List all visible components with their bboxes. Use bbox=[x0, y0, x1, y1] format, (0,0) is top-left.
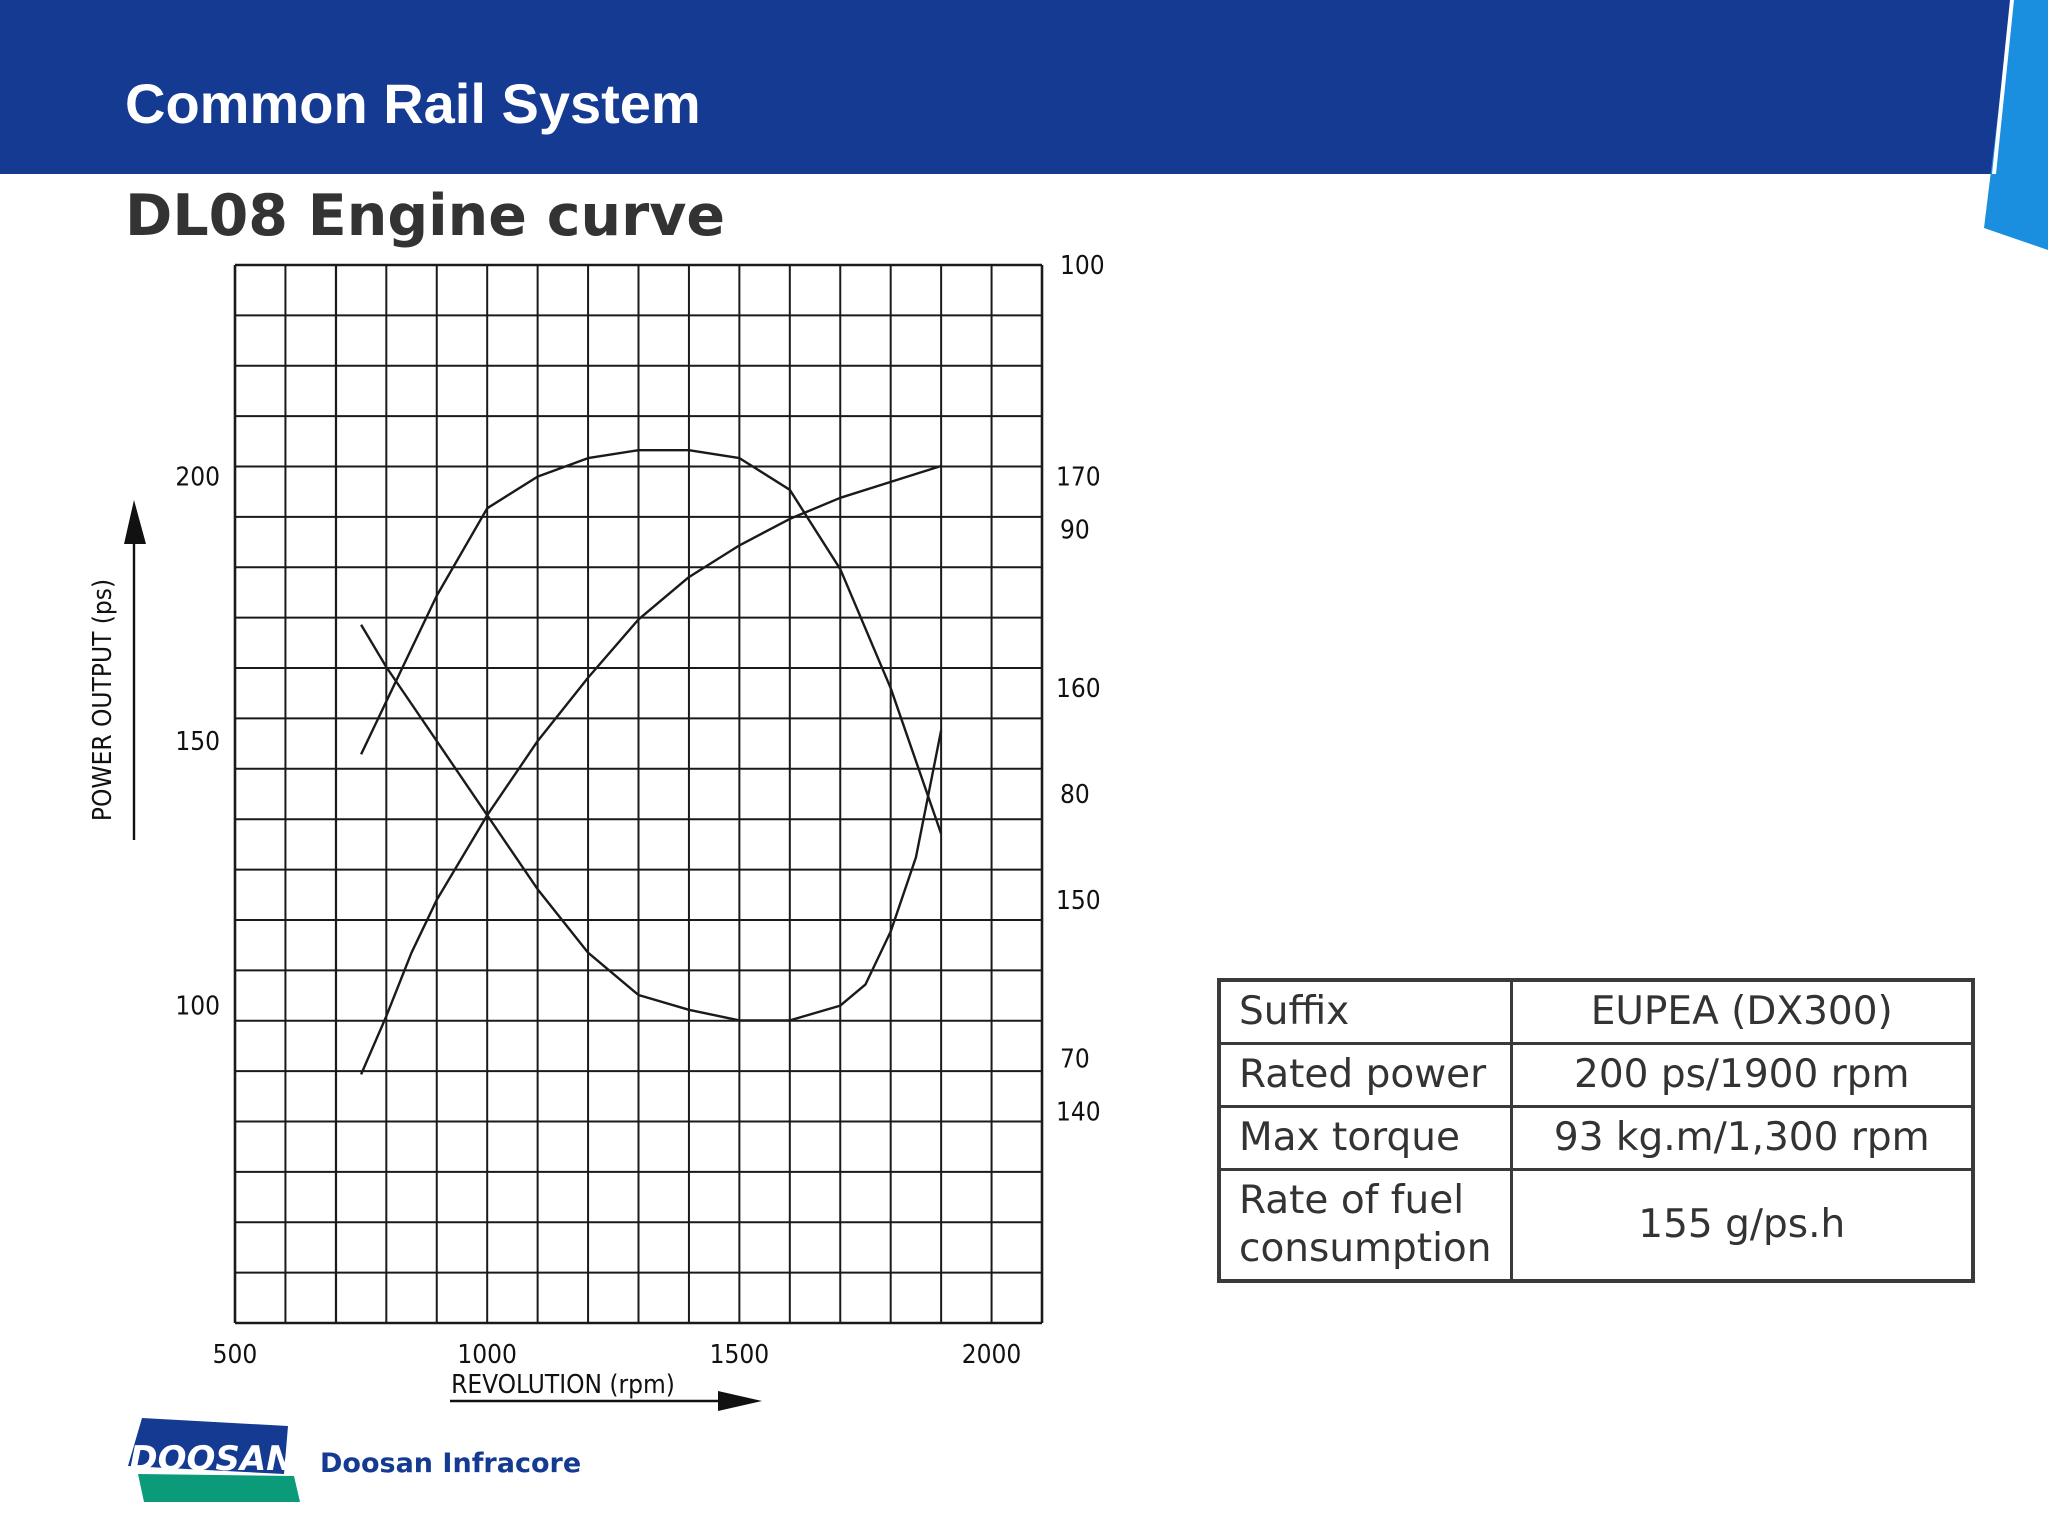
fuel-tick-label: 150 bbox=[1056, 886, 1101, 916]
fuel-tick-label: 160 bbox=[1056, 674, 1101, 704]
logo-green-shape bbox=[138, 1474, 300, 1502]
logo-text: DOOSAN bbox=[129, 1439, 294, 1479]
torque-tick-label: 70 bbox=[1060, 1045, 1090, 1075]
power-tick-label: 150 bbox=[175, 727, 220, 757]
power-axis-arrow-head bbox=[124, 500, 146, 544]
spec-table: Suffix EUPEA (DX300) Rated power 200 ps/… bbox=[1217, 978, 1975, 1283]
spec-value: EUPEA (DX300) bbox=[1509, 978, 1975, 1045]
brand-name: Doosan Infracore bbox=[320, 1448, 582, 1479]
torque-tick-label: 80 bbox=[1060, 780, 1090, 810]
power-tick-label: 100 bbox=[175, 992, 220, 1022]
table-row: Max torque 93 kg.m/1,300 rpm bbox=[1217, 1105, 1975, 1171]
corner-accent-stripe bbox=[1992, 0, 2014, 174]
doosan-logo: DOOSAN bbox=[128, 1418, 300, 1502]
x-tick-label: 1500 bbox=[710, 1340, 770, 1370]
power-axis-label: POWER OUTPUT (ps) bbox=[88, 579, 118, 821]
torque-tick-label: 100 bbox=[1060, 251, 1105, 281]
power-curve bbox=[359, 464, 942, 1075]
power-tick-label: 200 bbox=[175, 463, 220, 493]
spec-label: Rate of fuel consumption bbox=[1217, 1168, 1513, 1283]
spec-value: 200 ps/1900 rpm bbox=[1509, 1042, 1975, 1108]
spec-value: 155 g/ps.h bbox=[1509, 1168, 1975, 1283]
spec-label: Max torque bbox=[1217, 1105, 1513, 1171]
spec-label: Suffix bbox=[1217, 978, 1513, 1045]
table-row: Rate of fuel consumption 155 g/ps.h bbox=[1217, 1168, 1975, 1283]
corner-accent-shape bbox=[1984, 0, 2048, 250]
page-title: Common Rail System bbox=[125, 72, 701, 135]
chart-heading: DL08 Engine curve bbox=[125, 183, 726, 249]
spec-label: Rated power bbox=[1217, 1042, 1513, 1108]
torque-tick-label: 90 bbox=[1060, 516, 1090, 546]
table-row: Suffix EUPEA (DX300) bbox=[1217, 978, 1975, 1045]
logo-blue-shape bbox=[128, 1418, 288, 1474]
x-axis-arrow-head bbox=[718, 1391, 762, 1411]
fuel-curve bbox=[360, 624, 943, 1022]
engine-curve-chart: 500 1000 1500 2000 100 150 200 70 80 90 100 140 150 1… bbox=[88, 251, 1105, 1411]
x-tick-label: 1000 bbox=[457, 1340, 517, 1370]
torque-curve bbox=[360, 449, 943, 835]
corner-accent bbox=[1984, 0, 2048, 250]
x-tick-label: 2000 bbox=[962, 1340, 1022, 1370]
fuel-tick-label: 170 bbox=[1056, 463, 1101, 493]
x-tick-label: 500 bbox=[213, 1340, 258, 1370]
table-row: Rated power 200 ps/1900 rpm bbox=[1217, 1042, 1975, 1108]
fuel-tick-label: 140 bbox=[1056, 1097, 1101, 1127]
header-bar bbox=[0, 0, 2048, 174]
spec-value: 93 kg.m/1,300 rpm bbox=[1509, 1105, 1975, 1171]
x-axis-label: REVOLUTION (rpm) bbox=[451, 1370, 675, 1400]
